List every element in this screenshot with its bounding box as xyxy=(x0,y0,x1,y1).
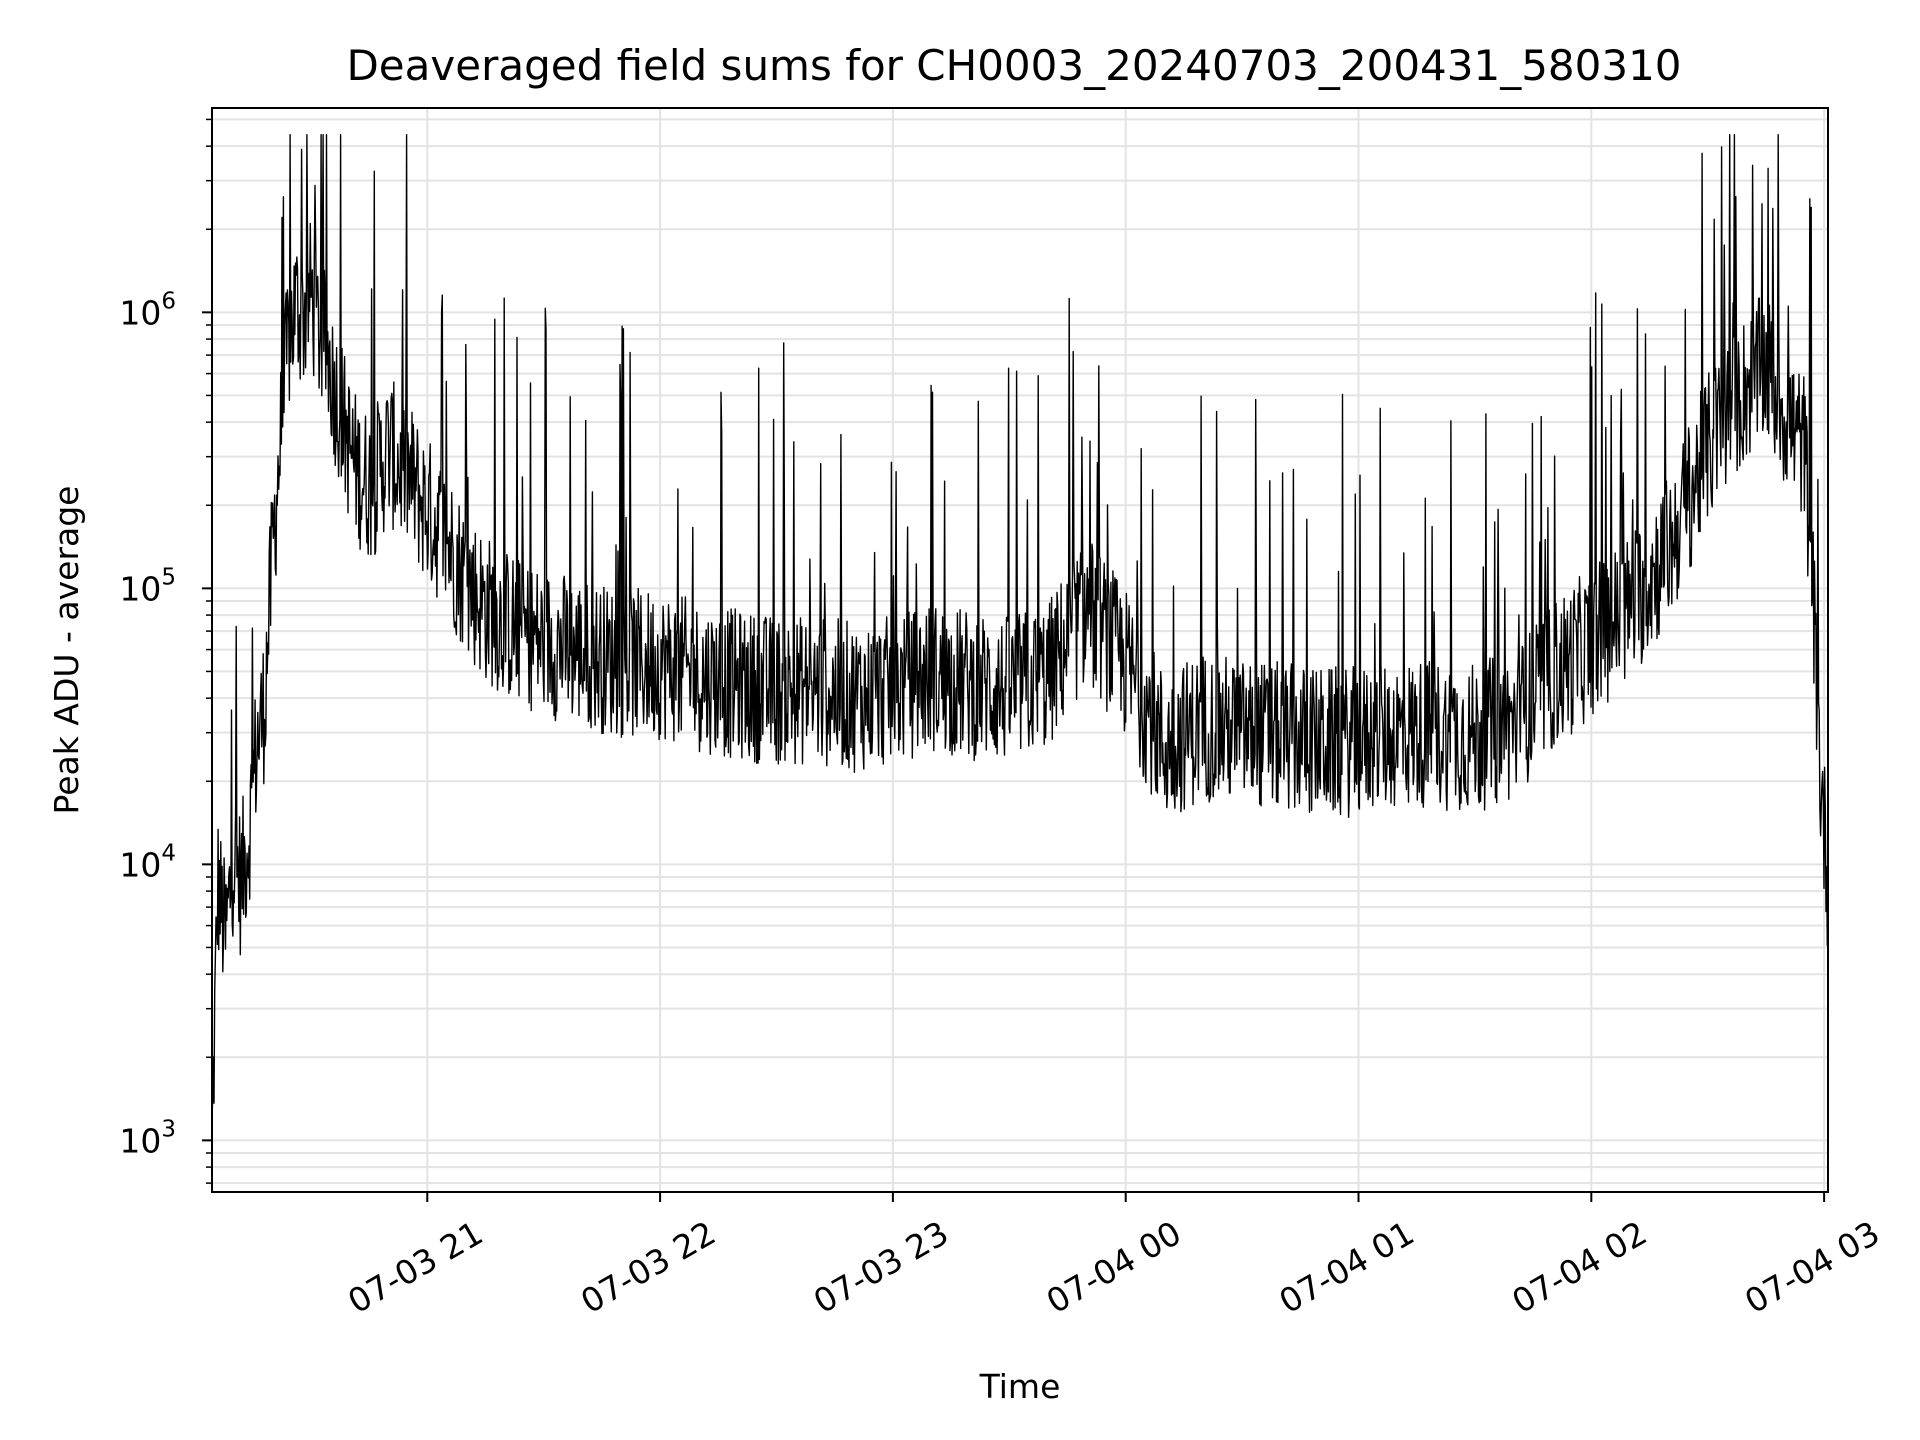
grid-lines xyxy=(212,108,1828,1192)
x-tick-label: 07-04 01 xyxy=(1273,1213,1421,1321)
x-tick-label: 07-04 02 xyxy=(1505,1213,1653,1321)
series-group xyxy=(211,134,1829,1122)
y-axis-label: Peak ADU - average xyxy=(47,486,86,815)
y-tick-exponent: 6 xyxy=(161,288,176,314)
x-tick-label: 07-03 23 xyxy=(807,1213,955,1321)
y-axis: 103 104 105 106 xyxy=(119,118,212,1184)
y-tick-exponent: 5 xyxy=(161,564,176,590)
y-tick-label: 106 xyxy=(119,288,176,332)
chart-title: Deaveraged field sums for CH0003_2024070… xyxy=(346,41,1681,90)
y-tick-label: 104 xyxy=(119,840,176,884)
x-tick-label: 07-04 03 xyxy=(1738,1213,1886,1321)
x-tick-label: 07-04 00 xyxy=(1040,1213,1188,1321)
y-tick-label: 105 xyxy=(119,564,176,608)
y-tick-label: 103 xyxy=(119,1116,176,1160)
x-axis-label: Time xyxy=(979,1367,1061,1406)
x-tick-label: 07-03 21 xyxy=(341,1213,489,1321)
x-tick-label: 07-03 22 xyxy=(574,1213,722,1321)
series-line xyxy=(211,134,1829,1122)
x-axis: 07-03 21 07-03 22 07-03 23 07-04 00 07-04 01… xyxy=(341,1192,1886,1321)
y-tick-exponent: 4 xyxy=(161,840,176,866)
y-tick-exponent: 3 xyxy=(161,1116,176,1142)
